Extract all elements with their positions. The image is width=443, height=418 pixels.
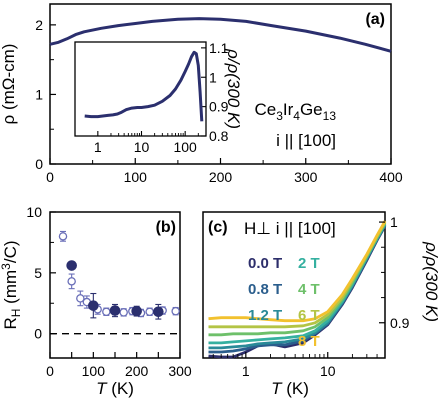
legend-entry: 6 T <box>298 307 320 324</box>
inset-ylabel: ρ/ρ(300 K) <box>224 48 243 129</box>
panel-c-frame <box>202 211 386 359</box>
panel-b-point-filled <box>66 260 77 271</box>
panel-b-point-filled <box>131 305 142 317</box>
panel-a-xtick-label: 400 <box>379 169 403 185</box>
panel-b-xtick-label: 0 <box>46 363 54 379</box>
inset-ytick-label: 1 <box>209 69 217 85</box>
panel-a-xtick-label: 100 <box>124 169 148 185</box>
panel-a-xtick-label: 300 <box>294 169 318 185</box>
panel-c-label: (c) <box>208 219 228 236</box>
legend-entry: 4 T <box>298 281 320 298</box>
panel-b-xtick-label: 200 <box>125 363 149 379</box>
panel-c-xlabel: T (K) <box>271 379 309 398</box>
panel-b-xtick-label: 100 <box>82 363 106 379</box>
inset-xtick-label: 10 <box>134 139 150 155</box>
panel-a-ytick-label: 0 <box>35 156 43 172</box>
panel-a-ytick-label: 1 <box>35 86 43 102</box>
panel-b-ytick-label: 0 <box>34 326 42 342</box>
panel-c-ylabel: ρ/ρ(300 K) <box>422 241 441 322</box>
panel-a-ytick-label: 2 <box>35 17 43 33</box>
panel-b-label: (b) <box>156 219 176 236</box>
panel-c-ytick-label: 0.9 <box>390 315 410 331</box>
panel-b-point-open <box>145 307 154 317</box>
panel-a-xtick-label: 200 <box>209 169 233 185</box>
panel-a: (a) Ce3Ir4Ge13 i || [100] ρ (mΩ-cm) 0 100… <box>0 3 403 185</box>
inset-xtick-label: 100 <box>173 139 197 155</box>
legend-header: H⊥ i || [100] <box>244 219 336 238</box>
panel-a-xtick-label: 0 <box>46 169 54 185</box>
legend-entry: 8 T <box>298 333 320 350</box>
panel-b-point-filled <box>88 300 99 311</box>
inset-ytick-label: 0.9 <box>209 99 229 115</box>
panel-a-ylabel: ρ (mΩ-cm) <box>0 44 18 125</box>
panel-b-xlabel: T (K) <box>96 379 134 398</box>
inset-frame <box>74 41 207 137</box>
inset-ytick-label: 1.1 <box>209 40 229 56</box>
direction-label: i || [100] <box>276 131 336 150</box>
panel-a-label: (a) <box>365 11 385 28</box>
panel-b-ytick-label: 10 <box>26 204 42 220</box>
panel-a-inset: ρ/ρ(300 K) 1 10 100 0.8 0.9 1 1.1 <box>74 40 243 155</box>
panel-c-series-line <box>208 220 387 323</box>
panel-c-xtick-label: 10 <box>320 363 336 379</box>
panel-b-ytick-label: 5 <box>34 265 42 281</box>
panel-b-point-filled <box>153 306 164 318</box>
legend-entry: 1.2 T <box>248 307 282 324</box>
panel-b-point-open <box>58 232 68 241</box>
inset-series-line <box>84 50 204 122</box>
compound-label: Ce3Ir4Ge13 <box>254 100 336 123</box>
legend-entry: 0.0 T <box>248 255 282 272</box>
legend-entry: 0.8 T <box>248 281 282 298</box>
panel-c-xtick-label: 1 <box>242 363 250 379</box>
panel-b-point-open <box>67 277 76 286</box>
panel-c: (c) ρ/ρ(300 K) T (K) 1 10 0.9 1 H⊥ i || [10… <box>202 211 441 398</box>
panel-a-series-line <box>49 17 392 53</box>
panel-c-series-line <box>208 224 387 350</box>
panel-b: (b) RH (mm3/C) T (K) 0 100 200 300 0 5 10 <box>0 204 192 398</box>
legend-entry: 2 T <box>298 255 320 272</box>
panel-b-ylabel: RH (mm3/C) <box>0 240 23 329</box>
panel-b-point-open <box>171 306 180 316</box>
panel-b-point-filled <box>109 305 121 316</box>
panel-b-xtick-label: 300 <box>168 363 192 379</box>
inset-ytick-label: 0.8 <box>209 128 229 144</box>
panel-b-point-open <box>76 294 85 303</box>
panel-c-legend: H⊥ i || [100] 0.0 T 2 T 0.8 T 4 T 1.2 T 6 T 8 … <box>244 219 336 350</box>
panel-b-point-open <box>119 308 128 317</box>
inset-xtick-label: 1 <box>94 139 102 155</box>
panel-c-ytick-label: 1 <box>390 214 398 230</box>
panel-b-point-open <box>102 307 111 317</box>
